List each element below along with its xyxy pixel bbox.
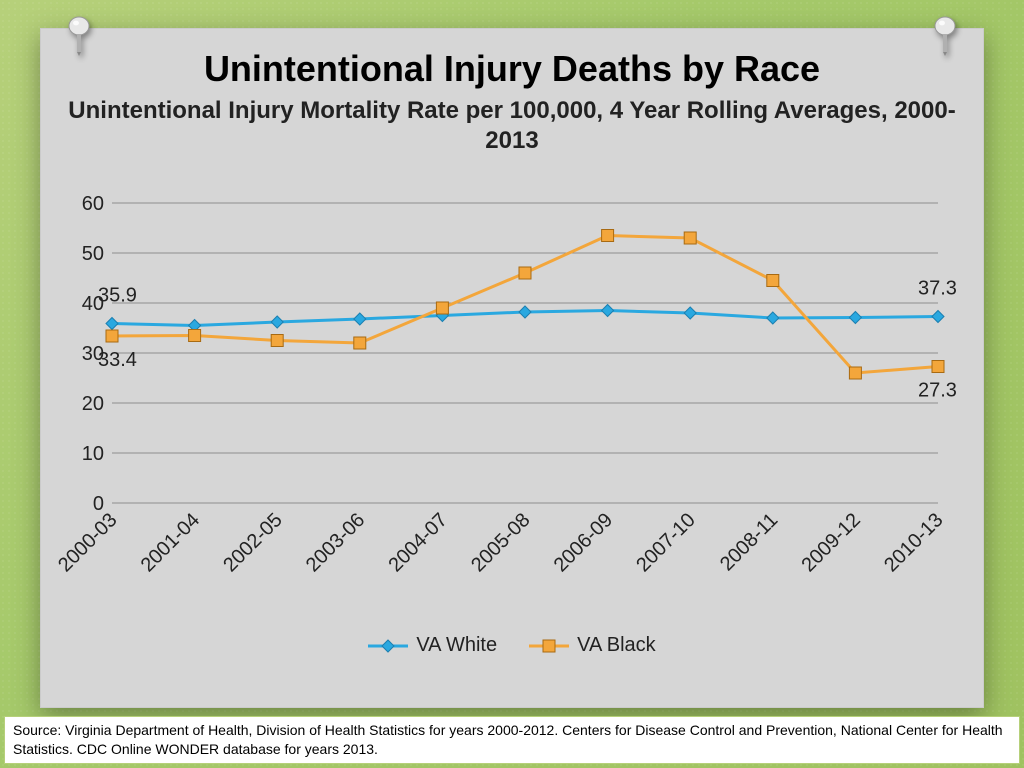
legend-label: VA Black <box>577 634 656 657</box>
series-marker <box>684 232 696 244</box>
x-tick-label: 2008-11 <box>716 509 782 575</box>
series-marker <box>602 230 614 242</box>
chart-subtitle: Unintentional Injury Mortality Rate per … <box>66 96 958 156</box>
series-marker <box>684 307 696 319</box>
legend: VA White VA Black <box>40 634 984 661</box>
chart-area: 01020304050602000-032001-042002-052003-0… <box>66 193 958 623</box>
chart-title: Unintentional Injury Deaths by Race <box>66 48 958 90</box>
source-footnote: Source: Virginia Department of Health, D… <box>4 716 1020 764</box>
source-text: Source: Virginia Department of Health, D… <box>13 721 1011 759</box>
series-marker <box>519 267 531 279</box>
y-tick-label: 20 <box>82 393 104 415</box>
page-background: Unintentional Injury Deaths by Race Unin… <box>0 0 1024 768</box>
series-marker <box>849 312 861 324</box>
x-tick-label: 2010-13 <box>880 509 947 576</box>
series-marker <box>932 361 944 373</box>
series-marker <box>932 311 944 323</box>
x-tick-label: 2009-12 <box>797 509 864 576</box>
series-marker <box>767 275 779 287</box>
series-marker <box>271 335 283 347</box>
series-marker <box>106 330 118 342</box>
y-tick-label: 10 <box>82 443 104 465</box>
series-marker <box>354 313 366 325</box>
series-marker <box>354 337 366 349</box>
series-marker <box>271 316 283 328</box>
series-marker <box>767 312 779 324</box>
x-tick-label: 2000-03 <box>54 509 121 576</box>
y-tick-label: 60 <box>82 193 104 215</box>
square-icon <box>529 637 569 655</box>
x-tick-label: 2004-07 <box>384 509 451 576</box>
x-tick-label: 2007-10 <box>632 509 699 576</box>
series-line <box>112 236 938 374</box>
legend-label: VA White <box>416 634 497 657</box>
series-marker <box>519 306 531 318</box>
data-label: 35.9 <box>98 285 137 307</box>
legend-item: VA Black <box>529 634 656 657</box>
series-marker <box>849 367 861 379</box>
line-chart: 01020304050602000-032001-042002-052003-0… <box>66 193 958 623</box>
data-label: 27.3 <box>918 380 957 402</box>
x-tick-label: 2002-05 <box>219 509 286 576</box>
x-tick-label: 2006-09 <box>550 509 617 576</box>
legend-item: VA White <box>368 634 497 657</box>
x-tick-label: 2001-04 <box>137 509 204 576</box>
pushpin-right-icon <box>932 16 958 56</box>
x-tick-label: 2005-08 <box>467 509 534 576</box>
x-tick-label: 2003-06 <box>302 509 369 576</box>
data-label: 33.4 <box>98 349 137 371</box>
data-label: 37.3 <box>918 278 957 300</box>
pushpin-left-icon <box>66 16 92 56</box>
y-tick-label: 50 <box>82 243 104 265</box>
series-marker <box>106 318 118 330</box>
series-marker <box>602 305 614 317</box>
diamond-icon <box>368 637 408 655</box>
series-marker <box>436 302 448 314</box>
series-marker <box>189 330 201 342</box>
slide-card: Unintentional Injury Deaths by Race Unin… <box>40 28 984 708</box>
